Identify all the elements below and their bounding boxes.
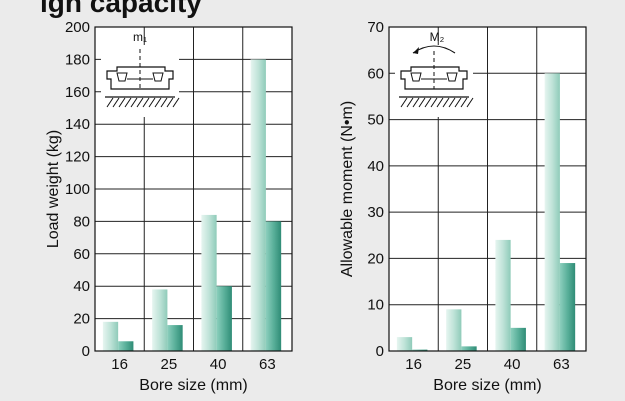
y-tick-label: 20 [73, 311, 90, 328]
x-tick-label: 63 [553, 356, 570, 373]
load-diagram-icon: m₁ [101, 30, 180, 117]
y-tick-label: 120 [65, 149, 90, 166]
bar-dark [265, 221, 282, 351]
bar-dark [559, 263, 576, 351]
bar-light [201, 214, 217, 351]
bar-dark [461, 346, 477, 351]
y-tick-label: 140 [65, 116, 90, 133]
x-axis-title: Bore size (mm) [433, 377, 541, 394]
bar-dark [167, 325, 183, 351]
x-tick-label: 63 [259, 356, 276, 373]
bar-dark [510, 327, 526, 351]
load-weight-chart: 0 20 40 60 80 100 120 140 160 180 200 16 25 40 63 Bore … [45, 19, 293, 394]
bar-light [152, 289, 168, 351]
bar-light [250, 59, 266, 352]
bar-light [446, 309, 462, 351]
y-tick-label: 40 [367, 158, 384, 175]
page-heading: igh capacity [40, 0, 202, 18]
y-tick-label: 0 [82, 343, 90, 360]
plot-frame [94, 26, 293, 352]
bar-light [396, 337, 413, 351]
bar-dark [216, 286, 232, 351]
bar-dark [118, 341, 134, 351]
bar-light [544, 73, 560, 352]
y-tick-label: 60 [73, 246, 90, 263]
svg-text:m₁: m₁ [133, 30, 147, 44]
y-tick-label: 50 [367, 112, 384, 129]
bar-light [102, 321, 119, 351]
x-tick-label: 25 [455, 356, 472, 373]
y-tick-label: 10 [367, 297, 384, 314]
x-tick-label: 16 [405, 356, 422, 373]
x-tick-label: 40 [504, 356, 521, 373]
y-tick-label: 180 [65, 51, 90, 68]
y-tick-label: 30 [367, 204, 384, 221]
y-tick-label: 200 [65, 19, 90, 36]
bar-light [495, 239, 511, 351]
bar-dark [412, 349, 428, 351]
plot-frame [388, 26, 587, 352]
x-tick-label: 25 [161, 356, 178, 373]
y-tick-label: 20 [367, 250, 384, 267]
y-tick-label: 100 [65, 181, 90, 198]
svg-text:M₂: M₂ [430, 30, 445, 44]
y-tick-label: 0 [376, 343, 384, 360]
y-axis-title: Load weight (kg) [45, 130, 62, 248]
x-tick-label: 40 [210, 356, 227, 373]
plot-area [389, 27, 586, 351]
y-tick-label: 60 [367, 65, 384, 82]
y-tick-label: 40 [73, 278, 90, 295]
y-tick-label: 160 [65, 84, 90, 101]
x-axis-title: Bore size (mm) [139, 377, 247, 394]
y-tick-label: 70 [367, 19, 384, 36]
moment-diagram-icon: M₂ [395, 30, 474, 117]
y-tick-label: 80 [73, 213, 90, 230]
y-axis-title: Allowable moment (N•m) [339, 101, 356, 277]
x-tick-label: 16 [111, 356, 128, 373]
